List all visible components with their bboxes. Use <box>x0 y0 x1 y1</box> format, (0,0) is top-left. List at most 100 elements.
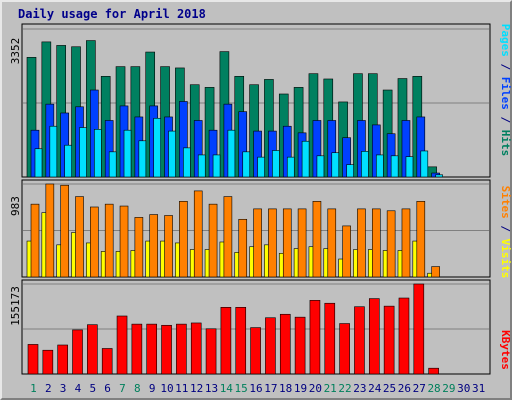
day-label-20: 20 <box>309 382 322 395</box>
bar-sites-day-17 <box>268 208 277 278</box>
day-label-10: 10 <box>160 382 173 395</box>
bar-pages-day-18 <box>286 156 295 178</box>
bar-pages-day-2 <box>49 125 58 178</box>
bar-pages-day-16 <box>257 156 265 178</box>
bar-pages-day-20 <box>316 155 325 178</box>
bar-pages-day-15 <box>242 151 251 178</box>
bar-sites-day-8 <box>134 217 144 278</box>
bar-pages-day-9 <box>153 117 162 178</box>
ymax-label-hits-files-pages: 3352 <box>9 38 22 65</box>
bar-sites-day-28 <box>431 266 440 278</box>
bar-pages-day-11 <box>183 147 191 178</box>
bar-sites-day-22 <box>342 225 351 278</box>
bar-kbytes-day-15 <box>235 307 247 375</box>
bar-pages-day-27 <box>420 150 429 178</box>
side-legend-3: KBytes <box>499 330 512 370</box>
bar-pages-day-19 <box>301 140 310 178</box>
bar-kbytes-day-20 <box>309 300 321 375</box>
bar-kbytes-day-9 <box>146 323 158 375</box>
bar-kbytes-day-17 <box>265 317 276 375</box>
bar-pages-day-26 <box>405 156 414 178</box>
day-label-11: 11 <box>175 382 188 395</box>
bar-kbytes-day-28 <box>428 367 439 375</box>
day-label-19: 19 <box>294 382 307 395</box>
day-label-14: 14 <box>220 382 234 395</box>
bar-pages-day-6 <box>108 151 117 178</box>
bar-sites-day-21 <box>327 208 337 278</box>
bar-sites-day-24 <box>371 208 381 278</box>
day-label-26: 26 <box>398 382 411 395</box>
bar-sites-day-5 <box>90 206 99 278</box>
bar-sites-day-25 <box>386 210 396 278</box>
side-legend-part-2-3: Visits <box>499 239 512 279</box>
bar-kbytes-day-5 <box>87 324 98 375</box>
bar-sites-day-11 <box>179 201 188 278</box>
bar-pages-day-8 <box>138 140 147 178</box>
day-label-4: 4 <box>75 382 82 395</box>
bar-kbytes-day-12 <box>190 322 202 375</box>
side-legend-1: Pages / Files / Hits <box>499 24 512 157</box>
bar-sites-day-14 <box>223 196 233 278</box>
bar-sites-day-26 <box>401 208 411 278</box>
bar-kbytes-day-11 <box>176 323 187 375</box>
day-label-29: 29 <box>442 382 455 395</box>
day-label-13: 13 <box>205 382 218 395</box>
day-label-25: 25 <box>383 382 396 395</box>
day-label-18: 18 <box>279 382 292 395</box>
bar-pages-day-21 <box>331 152 340 178</box>
bar-kbytes-day-7 <box>116 315 128 375</box>
bar-kbytes-day-27 <box>413 283 425 375</box>
bar-pages-day-24 <box>375 154 384 178</box>
day-label-28: 28 <box>427 382 440 395</box>
bar-pages-day-7 <box>123 129 132 178</box>
day-label-2: 2 <box>45 382 52 395</box>
bar-sites-day-12 <box>193 190 203 278</box>
bar-pages-day-17 <box>272 150 280 178</box>
side-legend-part-3-1: KBytes <box>499 330 512 370</box>
chart-title: Daily usage for April 2018 <box>18 7 206 21</box>
day-label-21: 21 <box>324 382 337 395</box>
side-legend-part-2-1: Sites <box>499 186 512 219</box>
bar-kbytes-day-14 <box>220 307 232 375</box>
bar-sites-day-2 <box>45 183 55 278</box>
bar-kbytes-day-13 <box>205 328 217 375</box>
bar-pages-day-28 <box>435 174 443 178</box>
bar-kbytes-day-18 <box>279 313 291 375</box>
bar-kbytes-day-16 <box>250 327 261 375</box>
bar-pages-day-25 <box>390 155 399 178</box>
day-label-9: 9 <box>149 382 156 395</box>
bar-pages-day-5 <box>94 129 102 178</box>
bar-sites-day-4 <box>75 196 84 278</box>
bar-sites-day-20 <box>312 201 322 278</box>
bar-kbytes-day-21 <box>324 302 336 375</box>
side-legend-part-1-2: / <box>499 57 512 77</box>
bar-sites-day-13 <box>208 203 218 278</box>
bar-kbytes-day-24 <box>368 298 380 375</box>
day-label-12: 12 <box>190 382 203 395</box>
bar-pages-day-23 <box>361 151 369 178</box>
bar-kbytes-day-22 <box>339 323 350 375</box>
bar-kbytes-day-6 <box>101 348 113 375</box>
bar-pages-day-4 <box>79 127 87 178</box>
side-legend-part-1-1: Pages <box>499 24 512 57</box>
side-legend-part-1-5: Hits <box>499 130 512 157</box>
bar-kbytes-day-2 <box>42 349 54 375</box>
day-label-27: 27 <box>413 382 426 395</box>
bar-kbytes-day-25 <box>383 305 395 375</box>
bar-sites-day-19 <box>297 208 307 278</box>
side-legend-part-2-2: / <box>499 219 512 239</box>
day-label-31: 31 <box>472 382 485 395</box>
bar-kbytes-day-1 <box>27 344 39 375</box>
bar-sites-day-15 <box>238 218 248 278</box>
bar-sites-day-10 <box>164 215 173 278</box>
day-label-6: 6 <box>104 382 111 395</box>
bar-sites-day-18 <box>282 208 292 278</box>
bar-kbytes-day-23 <box>354 306 365 375</box>
day-label-22: 22 <box>338 382 351 395</box>
bar-kbytes-day-3 <box>57 344 68 375</box>
day-label-8: 8 <box>134 382 141 395</box>
bar-pages-day-14 <box>227 129 236 178</box>
day-label-16: 16 <box>249 382 262 395</box>
ymax-label-kbytes: 155173 <box>9 286 22 326</box>
